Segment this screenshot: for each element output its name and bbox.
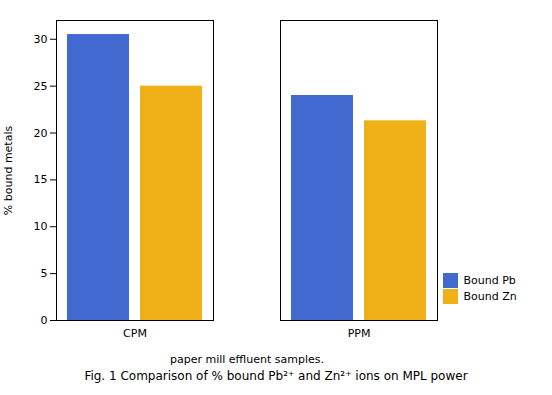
svg-text:CPM: CPM (123, 327, 147, 340)
svg-text:10: 10 (34, 220, 48, 233)
svg-text:20: 20 (34, 127, 48, 140)
html-text:Fig. 1 Comparison of % bound P: Fig. 1 Comparison of % bound Pb²⁺ and Zn… (84, 369, 468, 383)
svg-text:paper mill effluent samples.: paper mill effluent samples. (170, 353, 324, 366)
svg-text:30: 30 (34, 33, 48, 46)
html-text:Bound Zn: Bound Zn (463, 289, 517, 303)
html-text:Bound Pb: Bound Pb (463, 273, 516, 287)
svg-text:0: 0 (41, 314, 48, 327)
svg-text:% bound metals: % bound metals (2, 126, 15, 216)
svg-text:5: 5 (41, 267, 48, 280)
svg-text:25: 25 (34, 80, 48, 93)
svg-text:15: 15 (34, 173, 48, 186)
svg-text:PPM: PPM (348, 327, 371, 340)
